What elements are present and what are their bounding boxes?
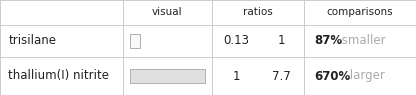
Text: ratios: ratios (243, 7, 273, 17)
Text: thallium(I) nitrite: thallium(I) nitrite (8, 70, 109, 82)
Text: 87%: 87% (314, 34, 342, 47)
Text: comparisons: comparisons (327, 7, 393, 17)
Text: 670%: 670% (314, 70, 350, 82)
Text: visual: visual (152, 7, 183, 17)
FancyBboxPatch shape (130, 69, 205, 83)
Text: larger: larger (346, 70, 384, 82)
FancyBboxPatch shape (130, 34, 140, 48)
Text: smaller: smaller (338, 34, 385, 47)
Text: 7.7: 7.7 (272, 70, 291, 82)
Text: 0.13: 0.13 (223, 34, 249, 47)
Text: trisilane: trisilane (8, 34, 56, 47)
Text: 1: 1 (278, 34, 286, 47)
Text: 1: 1 (232, 70, 240, 82)
